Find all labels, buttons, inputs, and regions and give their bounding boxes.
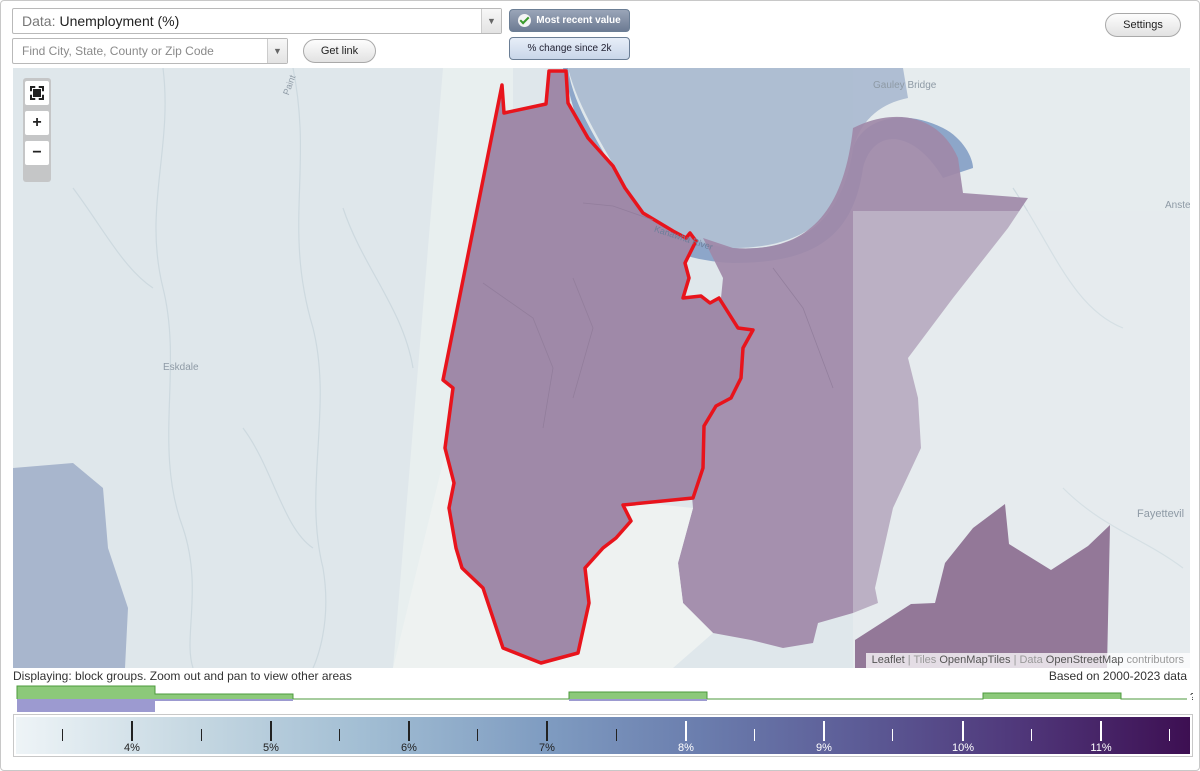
color-legend: 4% 5% 6% 7% 8% 9% 10% 11% [13, 714, 1193, 757]
place-label: Fayettevil [1137, 508, 1185, 520]
zoom-in-button[interactable]: + [25, 111, 49, 135]
value-histogram: ? [16, 685, 1193, 712]
pct-change-button[interactable]: % change since 2k [509, 37, 630, 60]
legend-tick [754, 729, 755, 741]
legend-tick [1031, 729, 1032, 741]
legend-tick [616, 729, 617, 741]
place-label: Anste [1165, 200, 1190, 211]
histogram-bar-selected [155, 699, 293, 701]
get-link-button[interactable]: Get link [303, 39, 376, 63]
settings-button[interactable]: Settings [1105, 13, 1181, 37]
chevron-down-icon[interactable]: ▼ [267, 39, 287, 63]
place-label: Eskdale [163, 362, 199, 373]
based-on-note: Based on 2000-2023 data [1048, 669, 1187, 683]
place-label: Gauley Bridge [873, 80, 937, 91]
data-select-value: Unemployment (%) [59, 13, 180, 29]
minus-icon: − [32, 144, 42, 161]
legend-label: 10% [951, 742, 975, 754]
legend-tick [823, 721, 825, 741]
location-search[interactable]: ▼ [12, 38, 288, 64]
leaflet-link[interactable]: Leaflet [871, 654, 905, 666]
block-group-east [678, 116, 1028, 648]
map-view[interactable]: + − Gauley Bridge Eskdale Fayettevil Ans… [13, 68, 1190, 668]
fullscreen-icon [30, 86, 44, 100]
legend-tick [685, 721, 687, 741]
data-select[interactable]: Data: Unemployment (%) ▼ [12, 8, 502, 34]
legend-gradient: 4% 5% 6% 7% 8% 9% 10% 11% [16, 717, 1190, 754]
legend-tick [477, 729, 478, 741]
histogram-bar-selected [17, 699, 155, 712]
histogram-bar-selected [569, 699, 707, 701]
streams [72, 68, 1184, 668]
chevron-down-icon[interactable]: ▼ [481, 9, 501, 33]
legend-label: 7% [539, 742, 555, 754]
legend-tick [546, 721, 548, 741]
legend-tick [1169, 729, 1170, 741]
display-note: Displaying: block groups. Zoom out and p… [13, 669, 352, 683]
legend-tick [408, 721, 410, 741]
block-group-north [568, 68, 908, 248]
openmaptiles-link[interactable]: OpenMapTiles [939, 654, 1011, 666]
openstreetmap-link[interactable]: OpenStreetMap [1045, 654, 1124, 666]
legend-label: 8% [678, 742, 694, 754]
block-group-boundaries [482, 202, 834, 429]
check-icon [518, 14, 532, 27]
histogram-bar [983, 693, 1121, 699]
most-recent-label: Most recent value [536, 15, 621, 26]
block-group-southeast [855, 504, 1110, 668]
histogram-outline [16, 685, 1187, 700]
fullscreen-button[interactable] [25, 81, 49, 105]
legend-label: 11% [1090, 742, 1112, 754]
histogram-bar [155, 694, 293, 699]
legend-tick [1100, 721, 1102, 741]
legend-tick [62, 729, 63, 741]
legend-tick [201, 729, 202, 741]
search-input[interactable] [13, 39, 263, 63]
legend-label: 5% [263, 742, 279, 754]
legend-tick [339, 729, 340, 741]
legend-tick [962, 721, 964, 741]
selected-area-outline [441, 69, 755, 665]
block-group-west [13, 463, 128, 668]
zoom-control: + − [23, 78, 51, 182]
legend-label: 6% [401, 742, 417, 754]
legend-tick [892, 729, 893, 741]
legend-label: 4% [124, 742, 140, 754]
legend-tick [270, 721, 272, 741]
histogram-bar [569, 692, 707, 699]
most-recent-value-button[interactable]: Most recent value [509, 9, 630, 32]
histogram-unknown-marker: ? [1190, 692, 1193, 703]
plus-icon: + [32, 114, 42, 131]
data-select-prefix: Data: [22, 13, 56, 29]
legend-label: 9% [816, 742, 832, 754]
histogram-bar [17, 686, 155, 699]
map-canvas [13, 68, 1190, 668]
zoom-out-button[interactable]: − [25, 141, 49, 165]
legend-tick [131, 721, 133, 741]
map-attribution: Leaflet | Tiles OpenMapTiles | Data Open… [865, 653, 1190, 668]
